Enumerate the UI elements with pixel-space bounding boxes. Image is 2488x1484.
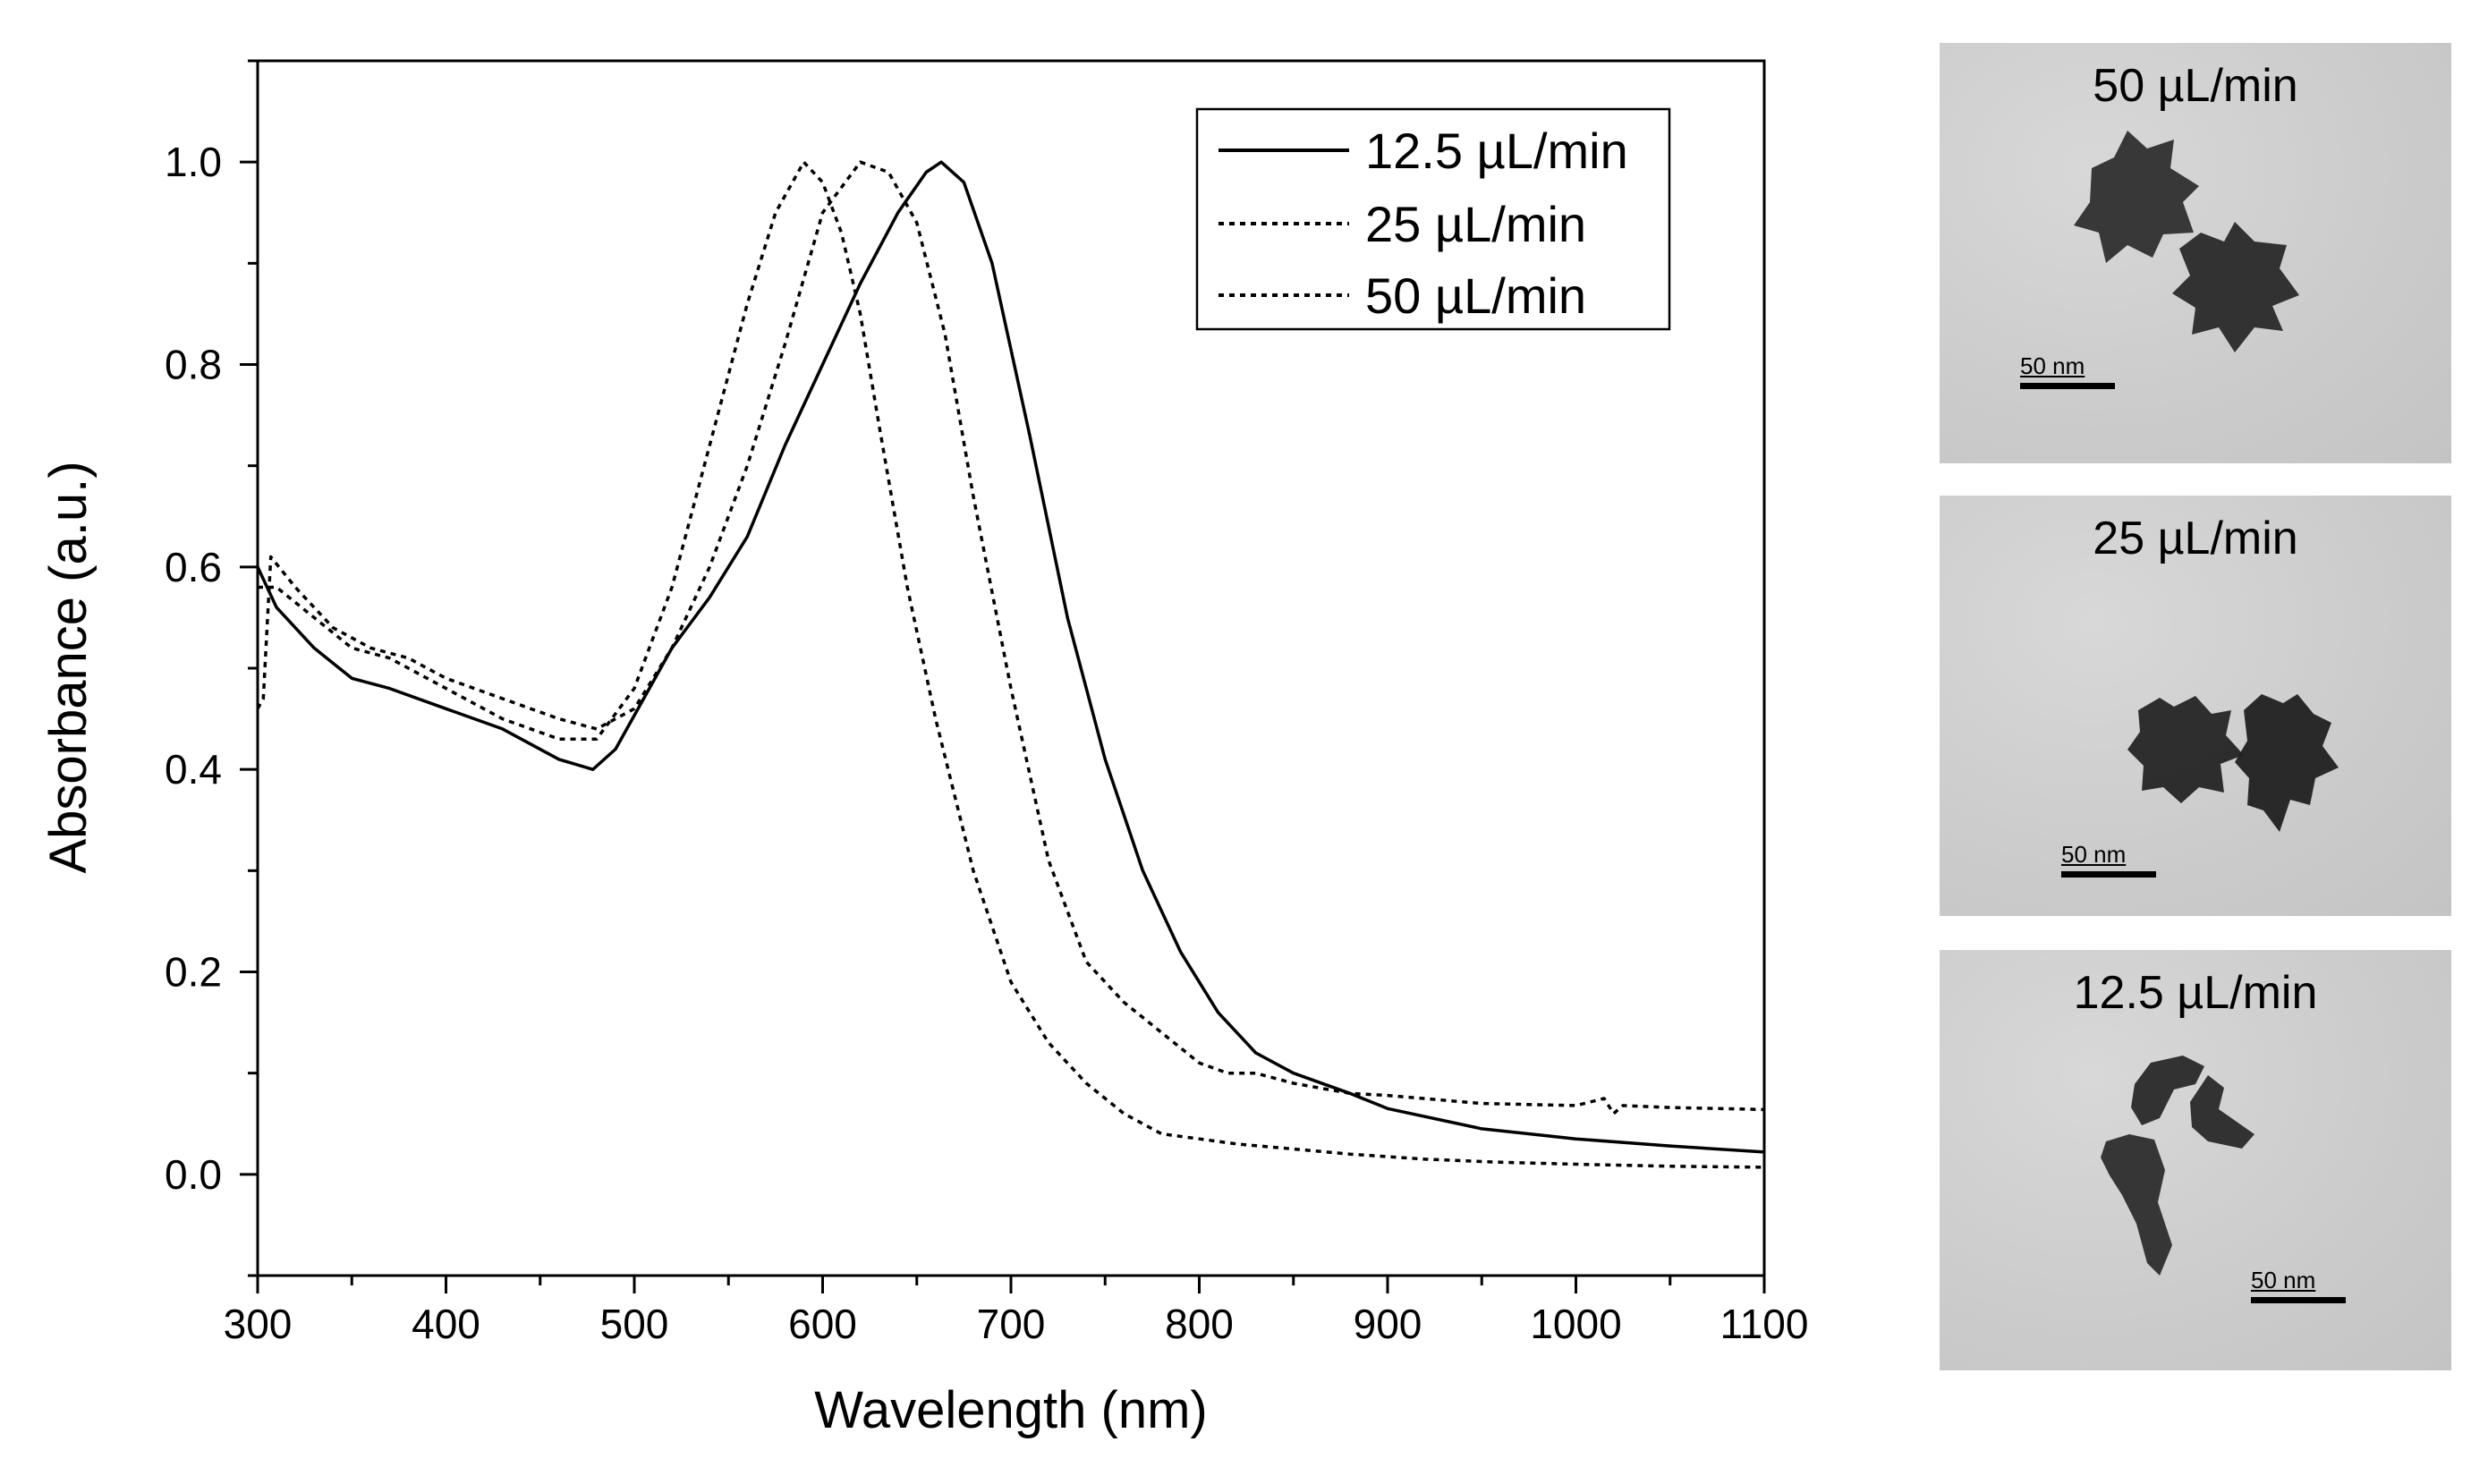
x-tick-label: 800 xyxy=(1165,1301,1234,1347)
tem-background xyxy=(1940,950,2451,1370)
nanoparticle-image xyxy=(2074,131,2299,352)
x-tick-label: 400 xyxy=(412,1301,480,1347)
scale-bar xyxy=(2061,871,2156,878)
tem-label-12-5: 12.5 µL/min xyxy=(2073,967,2318,1019)
y-tick-label: 0.8 xyxy=(165,342,222,388)
legend-box xyxy=(1195,107,1671,331)
scale-bar-label: 50 nm xyxy=(2251,1267,2316,1293)
series-line xyxy=(256,160,1765,1115)
x-axis-ticks: 300 400 500 600 700 800 900 1000 1100 xyxy=(224,1276,1809,1347)
series-line xyxy=(256,160,1765,1154)
y-tick-label: 0.2 xyxy=(165,949,222,996)
scale-bar xyxy=(2251,1297,2346,1303)
nanoparticle xyxy=(2172,222,2299,352)
x-tick-label: 500 xyxy=(600,1301,669,1347)
series-line xyxy=(258,160,1765,1169)
y-tick-label: 0.6 xyxy=(165,544,222,590)
y-tick-label: 0.4 xyxy=(165,746,222,793)
scale-bar xyxy=(2020,383,2115,389)
x-tick-label: 1100 xyxy=(1720,1301,1809,1347)
scale-bar-label: 50 nm xyxy=(2020,352,2085,379)
nanoparticle-image xyxy=(2101,1056,2254,1276)
x-tick-label: 1000 xyxy=(1530,1301,1621,1347)
y-tick-label: 1.0 xyxy=(165,139,222,185)
nanoparticle xyxy=(2235,694,2339,832)
x-axis-label: Wavelength (nm) xyxy=(814,1381,1207,1439)
absorbance-chart: 300 400 500 600 700 800 900 1000 1100 0.00.20.40… xyxy=(39,59,1809,1439)
tem-panel-25: 25 µL/min 50 nm xyxy=(1940,496,2451,916)
y-tick-label: 0.0 xyxy=(165,1151,222,1198)
series-group xyxy=(256,160,1765,1169)
x-tick-label: 300 xyxy=(224,1301,293,1347)
x-tick-label: 600 xyxy=(788,1301,857,1347)
tem-panel-12-5: 12.5 µL/min 50 nm xyxy=(1940,950,2451,1370)
y-axis-ticks: 0.0 0.2 0.4 0.6 0.8 1.0 xyxy=(165,59,258,1277)
legend: 12.5 µL/min 25 µL/min 50 µL/min xyxy=(1195,107,1671,331)
x-tick-label: 900 xyxy=(1354,1301,1422,1347)
tem-label-25: 25 µL/min xyxy=(2093,513,2298,564)
x-tick-label: 700 xyxy=(977,1301,1046,1347)
y-axis-label: Absorbance (a.u.) xyxy=(39,461,98,873)
tem-label-50: 50 µL/min xyxy=(2093,60,2298,112)
scale-bar-label: 50 nm xyxy=(2061,841,2127,868)
legend-label-25: 25 µL/min xyxy=(1365,196,1586,252)
legend-label-50: 50 µL/min xyxy=(1365,267,1586,324)
nanoparticle xyxy=(2131,1056,2204,1125)
nanoparticle xyxy=(2127,696,2244,803)
nanoparticle-image xyxy=(2127,694,2339,832)
tem-panel-50: 50 µL/min 50 nm xyxy=(1940,43,2451,463)
nanoparticle xyxy=(2190,1075,2254,1149)
nanoparticle xyxy=(2074,131,2199,263)
nanoparticle xyxy=(2101,1134,2172,1276)
legend-label-12-5: 12.5 µL/min xyxy=(1365,123,1628,179)
